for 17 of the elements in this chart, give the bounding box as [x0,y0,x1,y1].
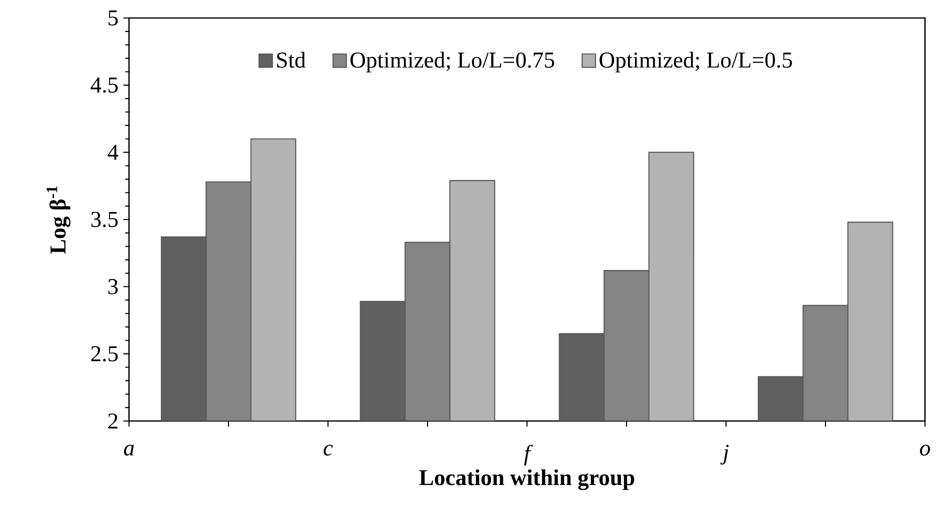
y-axis-title: Log β$^{-1}$ [46,186,70,254]
legend-label: Optimized; Lo/L=0.5 [600,52,792,72]
y-tick-label: 3 [108,279,118,294]
x-tick-label: c [324,444,333,456]
y-tick-label: 4 [108,144,118,160]
y-tick-label: 4.5 [90,78,118,93]
legend-label: Std [277,52,306,68]
y-tick-label: 2.5 [91,346,118,362]
x-axis-title: Location within group [419,469,634,490]
y-tick-label: 5 [108,10,118,26]
legend-label: Optimized; Lo/L=0.75 [350,52,554,72]
y-tick-label: 3.5 [91,212,118,228]
x-tick-label: a [124,444,134,456]
x-tick-label: f [524,444,533,466]
y-tick-label: 2 [108,413,118,428]
x-tick-label: j [720,444,729,465]
x-tick-label: o [920,444,930,456]
